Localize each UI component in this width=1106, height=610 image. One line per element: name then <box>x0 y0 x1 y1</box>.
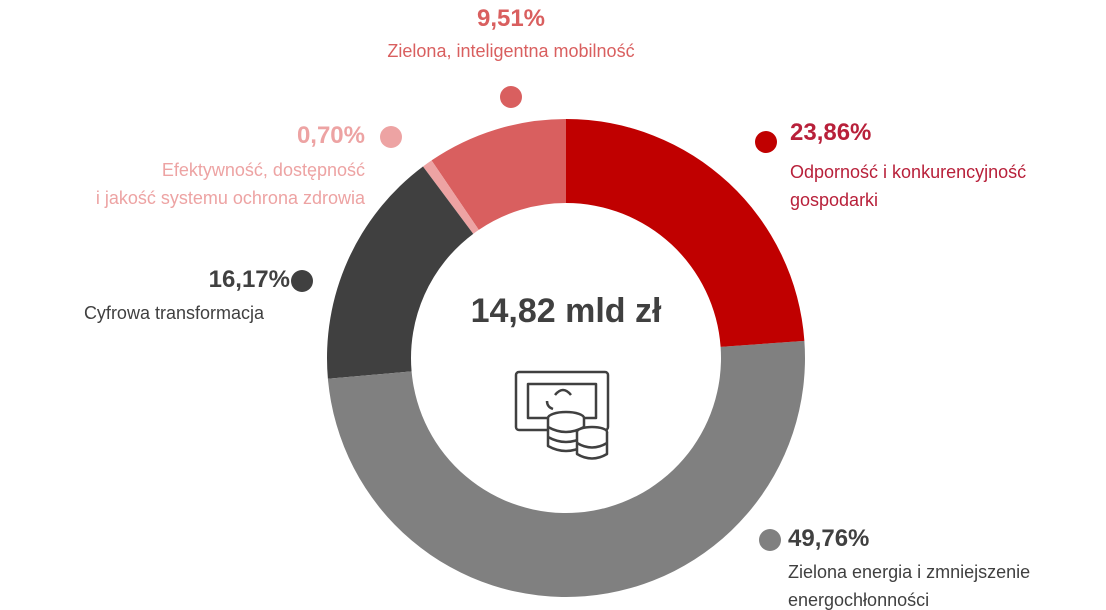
value-label: 23,86% <box>790 119 872 146</box>
donut-segment <box>431 119 566 230</box>
donut-segment <box>422 160 479 234</box>
legend-dot <box>759 529 781 551</box>
legend-dot <box>380 126 402 148</box>
donut-segment <box>566 119 805 347</box>
value-label: 9,51% <box>476 5 546 32</box>
money-icon <box>514 370 610 460</box>
category-label: Efektywność, dostępność i jakość systemu… <box>95 160 365 208</box>
legend-dot <box>500 86 522 108</box>
value-label: 16,17% <box>208 266 290 293</box>
value-label: 49,76% <box>788 525 870 552</box>
donut-segment <box>326 166 474 379</box>
category-label: Odporność i konkurencyjność gospodarki <box>790 162 1027 210</box>
donut-segment <box>327 340 805 597</box>
value-label: 0,70% <box>296 122 365 149</box>
legend-dot <box>755 131 777 153</box>
center-label: 14,82 mld zł <box>470 292 662 330</box>
category-label: Zielona energia i zmniejszenie energochł… <box>788 562 1031 610</box>
category-label: Cyfrowa transformacja <box>83 303 264 323</box>
legend-dot <box>291 270 313 292</box>
category-label: Zielona, inteligentna mobilność <box>387 41 635 61</box>
